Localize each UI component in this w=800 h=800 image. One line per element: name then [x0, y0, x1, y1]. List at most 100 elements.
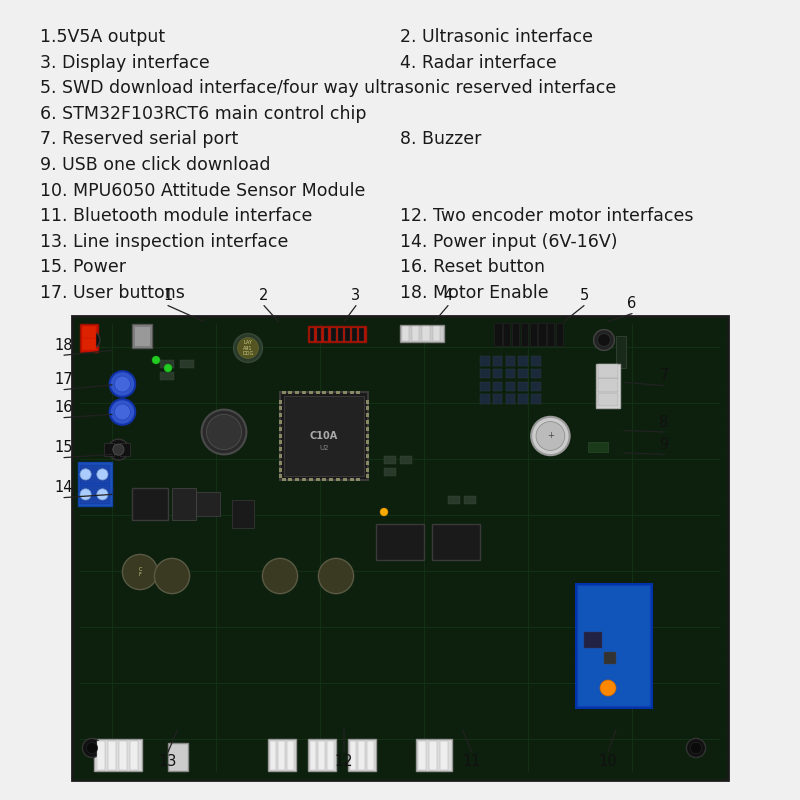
Bar: [80, 739, 720, 740]
Bar: [76, 756, 724, 757]
Bar: [80, 403, 720, 404]
Circle shape: [164, 364, 172, 372]
Text: U2: U2: [319, 445, 329, 451]
Bar: [160, 372, 174, 380]
Bar: [376, 524, 424, 560]
Bar: [80, 347, 720, 348]
Circle shape: [86, 742, 98, 754]
Bar: [279, 447, 282, 451]
Bar: [518, 382, 528, 391]
Bar: [76, 617, 724, 618]
Text: 18. Motor Enable: 18. Motor Enable: [400, 284, 549, 302]
Bar: [288, 391, 293, 394]
Bar: [309, 478, 313, 481]
Circle shape: [152, 356, 160, 364]
Text: 4: 4: [443, 289, 453, 303]
Circle shape: [206, 414, 242, 450]
Bar: [279, 420, 282, 424]
Bar: [521, 323, 528, 346]
Bar: [315, 478, 319, 481]
Text: 6. STM32F103RCT6 main control chip: 6. STM32F103RCT6 main control chip: [40, 105, 366, 122]
Bar: [350, 478, 354, 481]
Circle shape: [380, 508, 388, 516]
Bar: [76, 501, 724, 502]
Bar: [315, 391, 319, 394]
Text: C10A: C10A: [310, 431, 338, 441]
Bar: [531, 394, 541, 404]
Bar: [82, 338, 96, 350]
Bar: [282, 391, 286, 394]
Text: 14: 14: [54, 481, 74, 495]
Bar: [80, 627, 720, 628]
Bar: [357, 391, 360, 394]
Bar: [216, 324, 217, 772]
Text: 12: 12: [334, 754, 354, 769]
Bar: [279, 461, 282, 465]
Bar: [295, 478, 299, 481]
Bar: [480, 356, 490, 366]
Bar: [400, 456, 412, 464]
Bar: [366, 447, 369, 451]
Circle shape: [536, 422, 565, 450]
Circle shape: [690, 742, 702, 754]
Bar: [345, 328, 350, 341]
Circle shape: [686, 738, 706, 758]
Circle shape: [110, 399, 135, 425]
Bar: [104, 443, 114, 456]
Bar: [72, 316, 728, 780]
Bar: [282, 478, 286, 481]
Bar: [366, 399, 369, 403]
Bar: [538, 323, 546, 346]
Bar: [308, 326, 366, 342]
Bar: [76, 547, 724, 548]
Bar: [80, 459, 720, 460]
Circle shape: [97, 469, 108, 480]
Text: 4. Radar interface: 4. Radar interface: [400, 54, 557, 71]
Text: 10: 10: [598, 754, 618, 769]
Text: 16. Reset button: 16. Reset button: [400, 258, 545, 276]
Bar: [76, 431, 724, 432]
Bar: [76, 385, 724, 386]
Bar: [330, 478, 333, 481]
Bar: [82, 326, 96, 338]
Bar: [279, 474, 282, 478]
Text: 7. Reserved serial port: 7. Reserved serial port: [40, 130, 238, 149]
Text: 15: 15: [54, 441, 74, 455]
Text: 16: 16: [54, 401, 74, 415]
Text: 9. USB one click download: 9. USB one click download: [40, 156, 270, 174]
Bar: [279, 440, 282, 444]
Bar: [336, 391, 340, 394]
Bar: [80, 485, 110, 504]
Text: LAY
A91
DDG: LAY A91 DDG: [242, 340, 254, 356]
Circle shape: [234, 334, 262, 362]
Bar: [402, 326, 409, 341]
Bar: [279, 406, 282, 410]
Circle shape: [262, 558, 298, 594]
Bar: [80, 683, 720, 684]
Bar: [348, 739, 376, 771]
Text: 1: 1: [163, 289, 173, 303]
Bar: [134, 326, 150, 346]
Bar: [518, 356, 528, 366]
Circle shape: [108, 439, 129, 460]
Bar: [310, 328, 314, 341]
Bar: [588, 442, 608, 452]
Bar: [494, 323, 502, 346]
Bar: [279, 467, 282, 471]
Bar: [366, 406, 369, 410]
Bar: [530, 323, 537, 346]
Text: 8: 8: [659, 415, 669, 430]
Bar: [531, 382, 541, 391]
Bar: [287, 741, 294, 770]
Bar: [506, 356, 515, 366]
Bar: [366, 454, 369, 458]
Bar: [336, 478, 340, 481]
Bar: [384, 456, 396, 464]
Bar: [279, 413, 282, 418]
Bar: [343, 478, 347, 481]
Bar: [76, 663, 724, 664]
Circle shape: [80, 489, 91, 500]
Text: 1.5V5A output: 1.5V5A output: [40, 28, 165, 46]
Bar: [279, 434, 282, 438]
Bar: [112, 324, 113, 772]
